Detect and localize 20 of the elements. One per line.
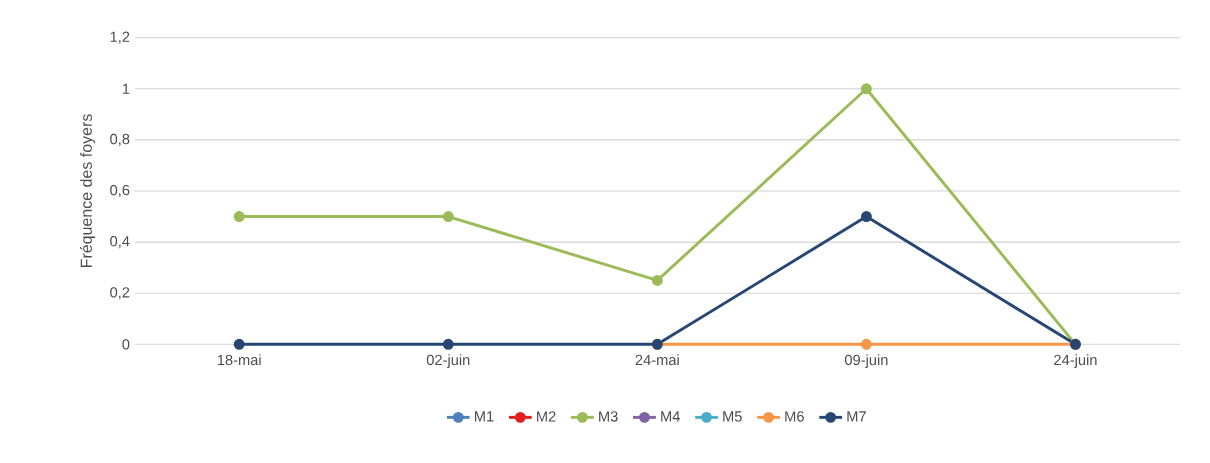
x-tick-label: 18-mai [217,354,261,366]
y-tick-label: 0,2 [110,287,130,300]
y-tick-label: 0,8 [110,133,130,146]
y-tick-label: 1 [122,83,130,94]
x-tick-label: 09-juin [844,354,888,369]
legend-label: M7 [847,411,866,422]
x-tick-label: 24-juin [1054,354,1097,369]
legend-label: M6 [785,411,804,422]
x-tick-label: 02-juin [426,354,470,369]
y-tick-label: 0 [122,339,130,350]
legend-label: M4 [661,411,680,422]
legend-label: M1 [475,411,494,422]
y-axis-title: Fréquence des foyers [80,114,96,268]
x-tick-label: 24-mai [635,354,679,366]
legend-label: M5 [723,411,742,422]
y-tick-label: 1,2 [110,31,130,44]
y-tick-label: 0,4 [110,236,130,249]
y-tick-label: 0,6 [110,184,130,198]
legend-label: M2 [537,411,556,422]
legend-label: M3 [599,411,618,422]
